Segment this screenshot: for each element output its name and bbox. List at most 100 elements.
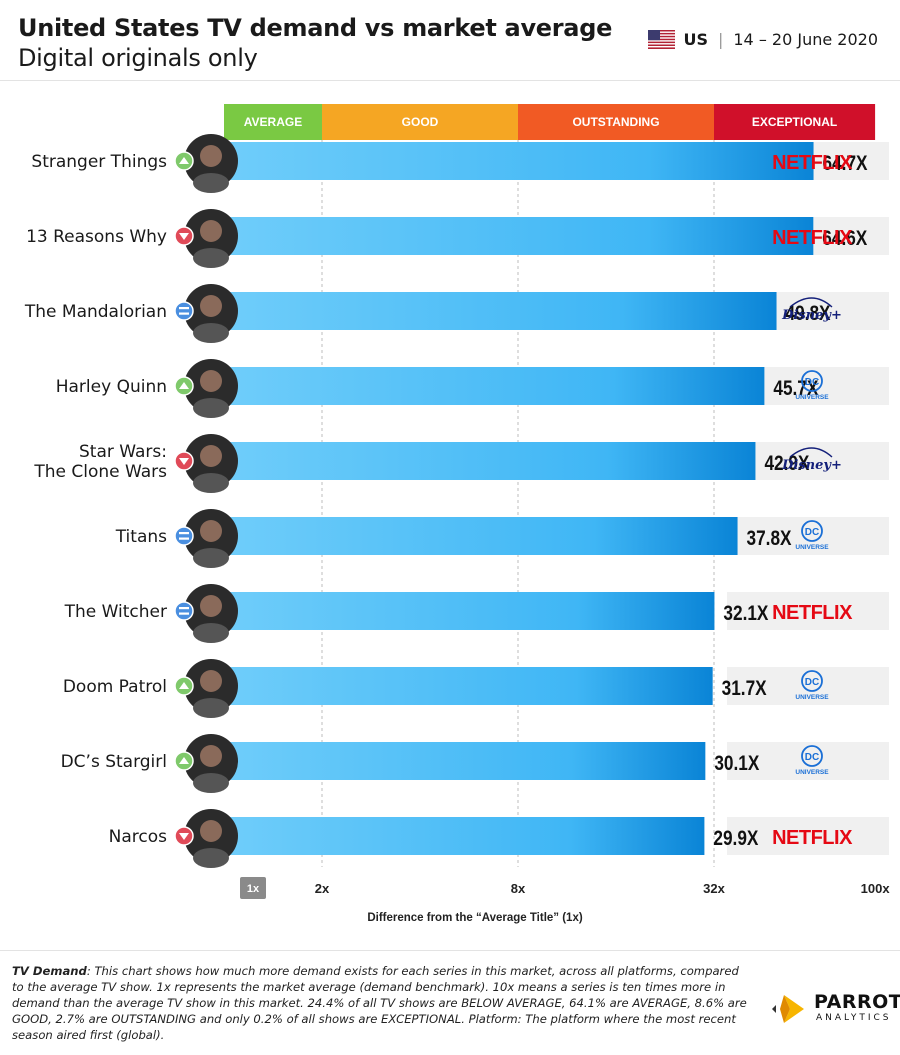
netflix-logo: NETFLIX <box>772 227 853 249</box>
platform-strip <box>727 817 889 855</box>
trend-same-icon <box>174 526 194 546</box>
brand-sub: ANALYTICS <box>816 1013 892 1023</box>
netflix-logo: NETFLIX <box>772 827 853 849</box>
dc-ring <box>801 745 823 767</box>
value-label: 49.8X <box>786 303 831 326</box>
show-title: The Witcher <box>64 602 167 622</box>
demand-chart: AVERAGE GOOD OUTSTANDING EXCEPTIONAL 64.7X St… <box>24 104 891 924</box>
value-label: 30.1X <box>714 753 759 776</box>
avatar-shoulders <box>193 473 229 493</box>
chart-footer: TV Demand: This chart shows how much mor… <box>0 950 900 1055</box>
value-label: 45.7X <box>773 378 818 401</box>
footnote-label: TV Demand <box>12 964 87 978</box>
arrow-down-icon <box>179 233 189 240</box>
bar <box>227 517 738 555</box>
avatar-shoulders <box>193 773 229 793</box>
trend-same-icon <box>174 301 194 321</box>
dc-ring <box>801 370 823 392</box>
dc-ring <box>801 670 823 692</box>
value-label: 31.7X <box>722 678 767 701</box>
arrow-up-icon <box>179 682 189 689</box>
platform-strip <box>727 517 889 555</box>
disney-arc <box>789 447 833 458</box>
dc-ring <box>801 520 823 542</box>
region-info: US | 14 – 20 June 2020 <box>648 30 878 49</box>
show-title: DC’s Stargirl <box>61 752 167 772</box>
brand-logo: PARROT ANALYTICS <box>770 991 900 1031</box>
brand-name: PARROT <box>814 991 900 1013</box>
band-label: AVERAGE <box>244 115 302 129</box>
bar <box>227 667 713 705</box>
show-title: Stranger Things <box>31 152 167 172</box>
band-exceptional <box>714 104 876 140</box>
disney-logo: Disney+ <box>781 308 842 323</box>
bar <box>227 592 715 630</box>
show-title: Narcos <box>109 827 167 847</box>
avatar-shoulders <box>193 173 229 193</box>
value-label: 42.9X <box>764 453 809 476</box>
parrot-logo-icon <box>772 995 804 1023</box>
avatar-face <box>200 370 222 392</box>
dc-logo: DC <box>805 677 819 688</box>
equal-icon <box>179 612 189 615</box>
dc-logo: DC <box>805 752 819 763</box>
arrow-down-icon <box>179 458 189 465</box>
x-tick-label: 100x <box>861 881 891 896</box>
bar <box>227 217 814 255</box>
avatar-face <box>200 595 222 617</box>
equal-icon <box>179 607 189 610</box>
platform-strip <box>727 592 889 630</box>
equal-icon <box>179 307 189 310</box>
show-title: The Mandalorian <box>24 302 167 322</box>
x-tick-label: 1x <box>247 883 260 895</box>
show-title: 13 Reasons Why <box>26 227 167 247</box>
avatar-face <box>200 820 222 842</box>
equal-icon <box>179 532 189 535</box>
avatar-shoulders <box>193 623 229 643</box>
chart-title: United States TV demand vs market averag… <box>18 14 613 42</box>
arrow-down-icon <box>179 833 189 840</box>
separator: | <box>717 30 724 49</box>
platform-strip <box>727 742 889 780</box>
avatar-face <box>200 745 222 767</box>
value-label: 64.7X <box>823 153 868 176</box>
x-tick-label: 32x <box>703 881 725 896</box>
band-average <box>224 104 322 140</box>
bar <box>227 142 814 180</box>
band-label: OUTSTANDING <box>572 115 659 129</box>
bar <box>227 742 706 780</box>
region-code: US <box>683 30 708 49</box>
avatar-shoulders <box>193 698 229 718</box>
show-title: The Clone Wars <box>33 462 167 482</box>
trend-same-icon <box>174 601 194 621</box>
dc-universe-text: UNIVERSE <box>795 769 829 776</box>
show-title: Harley Quinn <box>56 377 167 397</box>
avatar-face <box>200 520 222 542</box>
band-good <box>322 104 518 140</box>
x-axis-label: Difference from the “Average Title” (1x) <box>367 912 583 924</box>
avatar-shoulders <box>193 548 229 568</box>
footnote-text: : This chart shows how much more demand … <box>12 964 747 1042</box>
dc-logo: DC <box>805 377 819 388</box>
equal-icon <box>179 537 189 540</box>
netflix-logo: NETFLIX <box>772 602 853 624</box>
arrow-up-icon <box>179 757 189 764</box>
avatar-face <box>200 670 222 692</box>
avatar-shoulders <box>193 323 229 343</box>
axis-baseline-badge <box>240 877 266 899</box>
value-label: 37.8X <box>747 528 792 551</box>
equal-icon <box>179 312 189 315</box>
arrow-up-icon <box>179 382 189 389</box>
band-label: EXCEPTIONAL <box>752 115 837 129</box>
dc-universe-text: UNIVERSE <box>795 544 829 551</box>
band-outstanding <box>518 104 714 140</box>
x-tick-label: 8x <box>511 881 526 896</box>
value-label: 32.1X <box>723 603 768 626</box>
platform-strip <box>727 667 889 705</box>
netflix-logo: NETFLIX <box>772 152 853 174</box>
value-label: 64.6X <box>822 228 867 251</box>
avatar-face <box>200 145 222 167</box>
bar <box>227 367 765 405</box>
dc-universe-text: UNIVERSE <box>795 694 829 701</box>
dc-universe-text: UNIVERSE <box>795 394 829 401</box>
